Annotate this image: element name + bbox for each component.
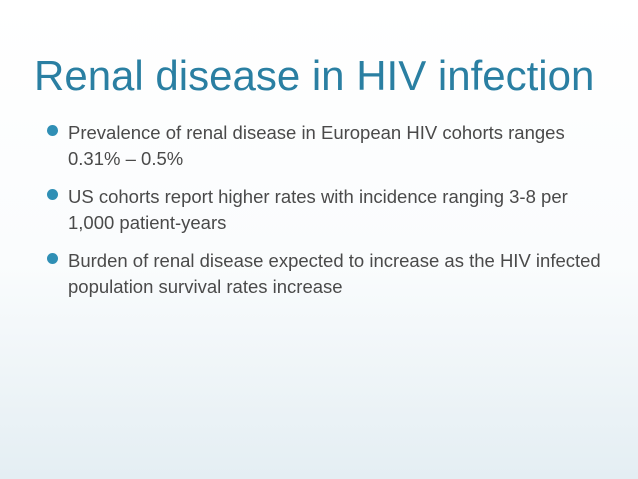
bullet-item: Burden of renal disease expected to incr… <box>44 248 604 300</box>
bullet-text: Prevalence of renal disease in European … <box>68 122 565 169</box>
bullet-text: Burden of renal disease expected to incr… <box>68 250 601 297</box>
bullet-dot-icon <box>47 125 58 136</box>
bullet-text: US cohorts report higher rates with inci… <box>68 186 568 233</box>
bullet-item: Prevalence of renal disease in European … <box>44 120 604 172</box>
bullet-list: Prevalence of renal disease in European … <box>44 120 604 312</box>
bullet-item: US cohorts report higher rates with inci… <box>44 184 604 236</box>
bullet-dot-icon <box>47 189 58 200</box>
bullet-dot-icon <box>47 253 58 264</box>
slide-title: Renal disease in HIV infection <box>34 52 595 99</box>
